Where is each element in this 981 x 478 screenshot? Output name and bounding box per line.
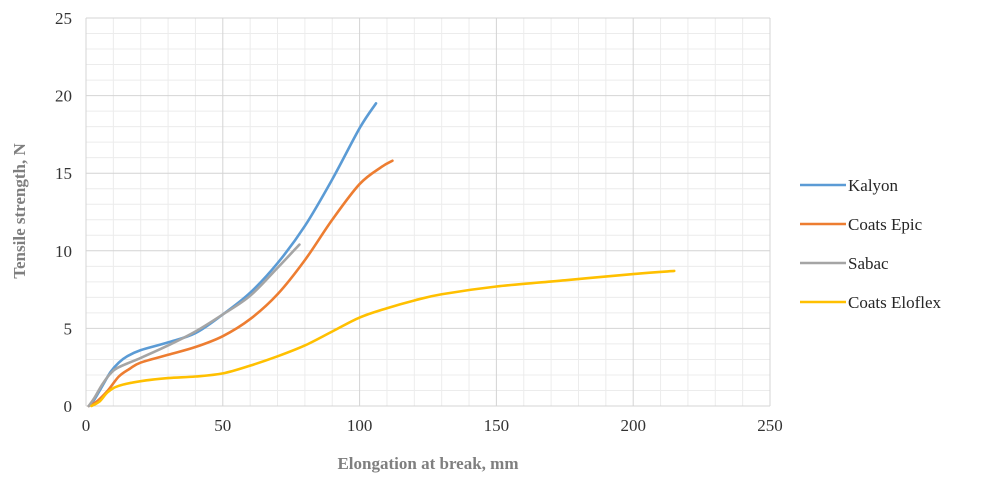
x-axis-title: Elongation at break, mm [337, 454, 518, 473]
x-tick-label: 150 [484, 416, 510, 435]
y-tick-label: 10 [55, 242, 72, 261]
y-axis-title: Tensile strength, N [10, 143, 29, 279]
y-tick-labels: 0 5 10 15 20 25 [55, 9, 72, 416]
y-tick-label: 15 [55, 164, 72, 183]
legend-label-coats-eloflex: Coats Eloflex [848, 293, 942, 312]
series-line-coats-eloflex [90, 269, 676, 408]
x-tick-label: 250 [757, 416, 783, 435]
series-lines [87, 102, 676, 408]
legend-label-kalyon: Kalyon [848, 176, 899, 195]
series-line-sabac [87, 243, 301, 408]
legend: Kalyon Coats Epic Sabac Coats Eloflex [800, 176, 942, 312]
x-tick-label: 0 [82, 416, 91, 435]
minor-gridlines [86, 18, 770, 406]
x-tick-label: 200 [620, 416, 646, 435]
series-line-coats-epic [87, 159, 394, 408]
y-tick-label: 25 [55, 9, 72, 28]
legend-label-sabac: Sabac [848, 254, 889, 273]
x-tick-labels: 0 50 100 150 200 250 [82, 416, 783, 435]
legend-label-coats-epic: Coats Epic [848, 215, 923, 234]
y-tick-label: 5 [64, 319, 73, 338]
major-gridlines [85, 17, 771, 407]
x-tick-label: 50 [214, 416, 231, 435]
y-tick-label: 20 [55, 87, 72, 106]
x-tick-label: 100 [347, 416, 373, 435]
y-tick-label: 0 [64, 397, 73, 416]
